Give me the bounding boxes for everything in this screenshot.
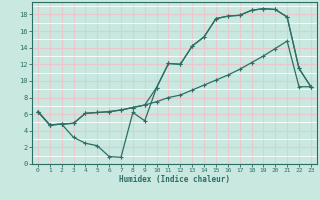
- X-axis label: Humidex (Indice chaleur): Humidex (Indice chaleur): [119, 175, 230, 184]
